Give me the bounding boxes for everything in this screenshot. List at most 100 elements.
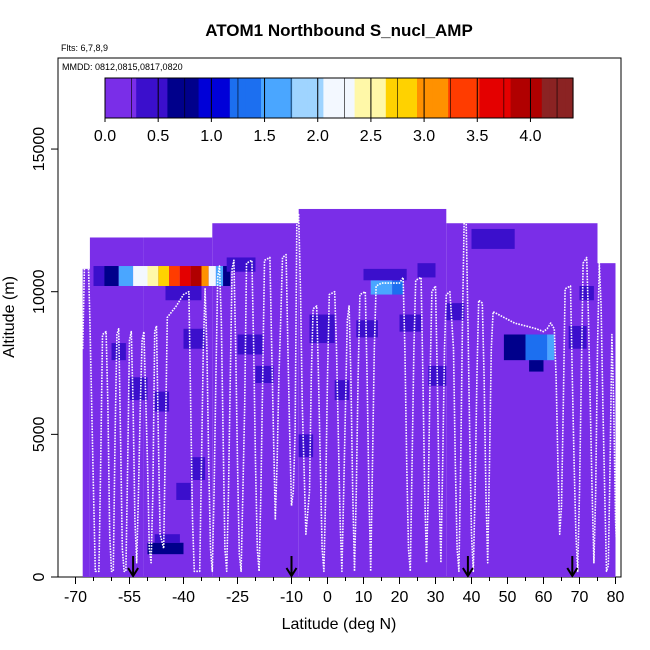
colorbar-tick-label: 3.0: [413, 128, 435, 145]
y-axis-tick-label: 15000: [31, 127, 48, 172]
colorbar-swatch: [440, 78, 449, 118]
colorbar-tick-label: 0.0: [94, 128, 116, 145]
colorbar-swatch: [534, 78, 543, 118]
colorbar-swatch: [268, 78, 278, 118]
colorbar-swatch: [261, 78, 270, 118]
colorbar-swatch: [417, 78, 426, 118]
y-axis-tick-label: 5000: [31, 416, 48, 452]
heatmap-cell: [489, 228, 515, 249]
x-axis-tick-label: 0: [323, 589, 332, 606]
heatmap-cell: [190, 457, 206, 480]
colorbar-swatch: [206, 78, 215, 118]
colorbar-swatch: [385, 78, 395, 118]
heatmap-cell: [179, 266, 191, 286]
arrow-marker: [127, 567, 139, 578]
colorbar-swatch: [237, 78, 246, 118]
x-axis-tick-label: 20: [391, 589, 409, 606]
heatmap-cell: [223, 266, 231, 286]
x-axis-tick-label: 40: [463, 589, 481, 606]
heatmap-cell: [93, 266, 105, 286]
colorbar-swatch: [222, 78, 231, 118]
x-axis-tick-label: 10: [355, 589, 373, 606]
heatmap-cell: [525, 334, 548, 361]
colorbar-swatch: [549, 78, 558, 118]
heatmap-cell: [370, 280, 393, 295]
colorbar-swatch: [159, 78, 168, 118]
colorbar-swatch: [346, 78, 356, 118]
heatmap-cell: [201, 266, 209, 286]
x-axis-tick-label: 30: [427, 589, 445, 606]
colorbar-swatch: [292, 78, 301, 118]
heatmap-cell: [169, 266, 180, 286]
colorbar-swatch: [190, 78, 200, 118]
x-axis-tick-label: -40: [172, 589, 195, 606]
colorbar-swatch: [339, 78, 348, 118]
heatmap-cell: [309, 314, 335, 344]
heatmap-cell: [111, 343, 126, 361]
colorbar-tick-label: 2.5: [360, 128, 382, 145]
heatmap-cell: [183, 285, 202, 301]
colorbar-tick-label: 1.0: [200, 128, 222, 145]
colorbar-swatch: [144, 78, 153, 118]
colorbar-tick-label: 2.0: [307, 128, 329, 145]
axes: -70 -55 -40 -25 -10 0 10 20 30 40 50 60 70 80 0 5000 100…: [31, 127, 625, 606]
heatmap-cell: [399, 314, 422, 332]
colorbar-tick-label: 4.0: [519, 128, 541, 145]
x-axis-tick-label: -25: [226, 589, 249, 606]
colorbar-swatch: [128, 78, 137, 118]
x-axis-tick-label: -10: [280, 589, 303, 606]
colorbar-swatch: [463, 78, 473, 118]
x-axis-tick-label: -70: [64, 589, 87, 606]
heatmap-cell: [471, 228, 490, 249]
x-axis-tick-label: 70: [571, 589, 589, 606]
colorbar-swatch: [370, 78, 379, 118]
colorbar-tick-label: 3.5: [466, 128, 488, 145]
heatmap-cell: [579, 285, 594, 301]
dates-note: MMDD: 0812,0815,0817,0820: [62, 62, 183, 72]
heatmap-background-column: [89, 237, 144, 578]
flight-track-line: [81, 211, 619, 573]
heatmap-cell: [215, 266, 224, 286]
colorbar-swatch: [456, 78, 465, 118]
colorbar-swatch: [214, 78, 223, 118]
colorbar: 0.0 0.5 1.0 1.5 2.0 2.5 3.0 3.5 4.0: [94, 77, 574, 145]
colorbar-tick-label: 0.5: [147, 128, 169, 145]
colorbar-swatch: [354, 78, 363, 118]
heatmap-cell: [104, 266, 119, 286]
heatmap-cell: [529, 360, 544, 372]
y-axis-tick-label: 10000: [31, 269, 48, 314]
heatmap-background-column: [597, 263, 616, 577]
heatmap-cell: [176, 482, 191, 500]
heatmap-cell: [154, 534, 180, 543]
arrow-marker: [462, 567, 474, 578]
x-axis-tick-label: 60: [535, 589, 553, 606]
colorbar-swatch: [300, 78, 309, 118]
colorbar-swatch: [284, 78, 293, 118]
heatmap-cell: [118, 266, 134, 286]
colorbar-swatch: [409, 78, 418, 118]
colorbar-swatch: [167, 78, 176, 118]
colorbar-swatch: [448, 78, 457, 118]
heatmap-cell: [446, 303, 465, 321]
colorbar-swatch: [307, 78, 317, 118]
heatmap-cell: [133, 266, 148, 286]
colorbar-swatch: [424, 78, 434, 118]
heatmap-background-column: [82, 268, 90, 577]
colorbar-swatch: [112, 78, 122, 118]
colorbar-swatch: [253, 78, 262, 118]
heatmap-cell: [356, 320, 378, 338]
heatmap-cell: [417, 263, 436, 278]
colorbar-swatch: [479, 78, 488, 118]
arrow-marker: [285, 567, 298, 578]
heatmap-cell: [503, 334, 526, 361]
x-axis-tick-label: 50: [499, 589, 517, 606]
colorbar-swatch: [510, 78, 519, 118]
colorbar-swatch: [136, 78, 145, 118]
heatmap-cell: [147, 266, 159, 286]
colorbar-swatch: [151, 78, 161, 118]
colorbar-swatch: [518, 78, 527, 118]
colorbar-swatch: [471, 78, 480, 118]
colorbar-swatch: [378, 78, 387, 118]
colorbar-swatch: [362, 78, 371, 118]
